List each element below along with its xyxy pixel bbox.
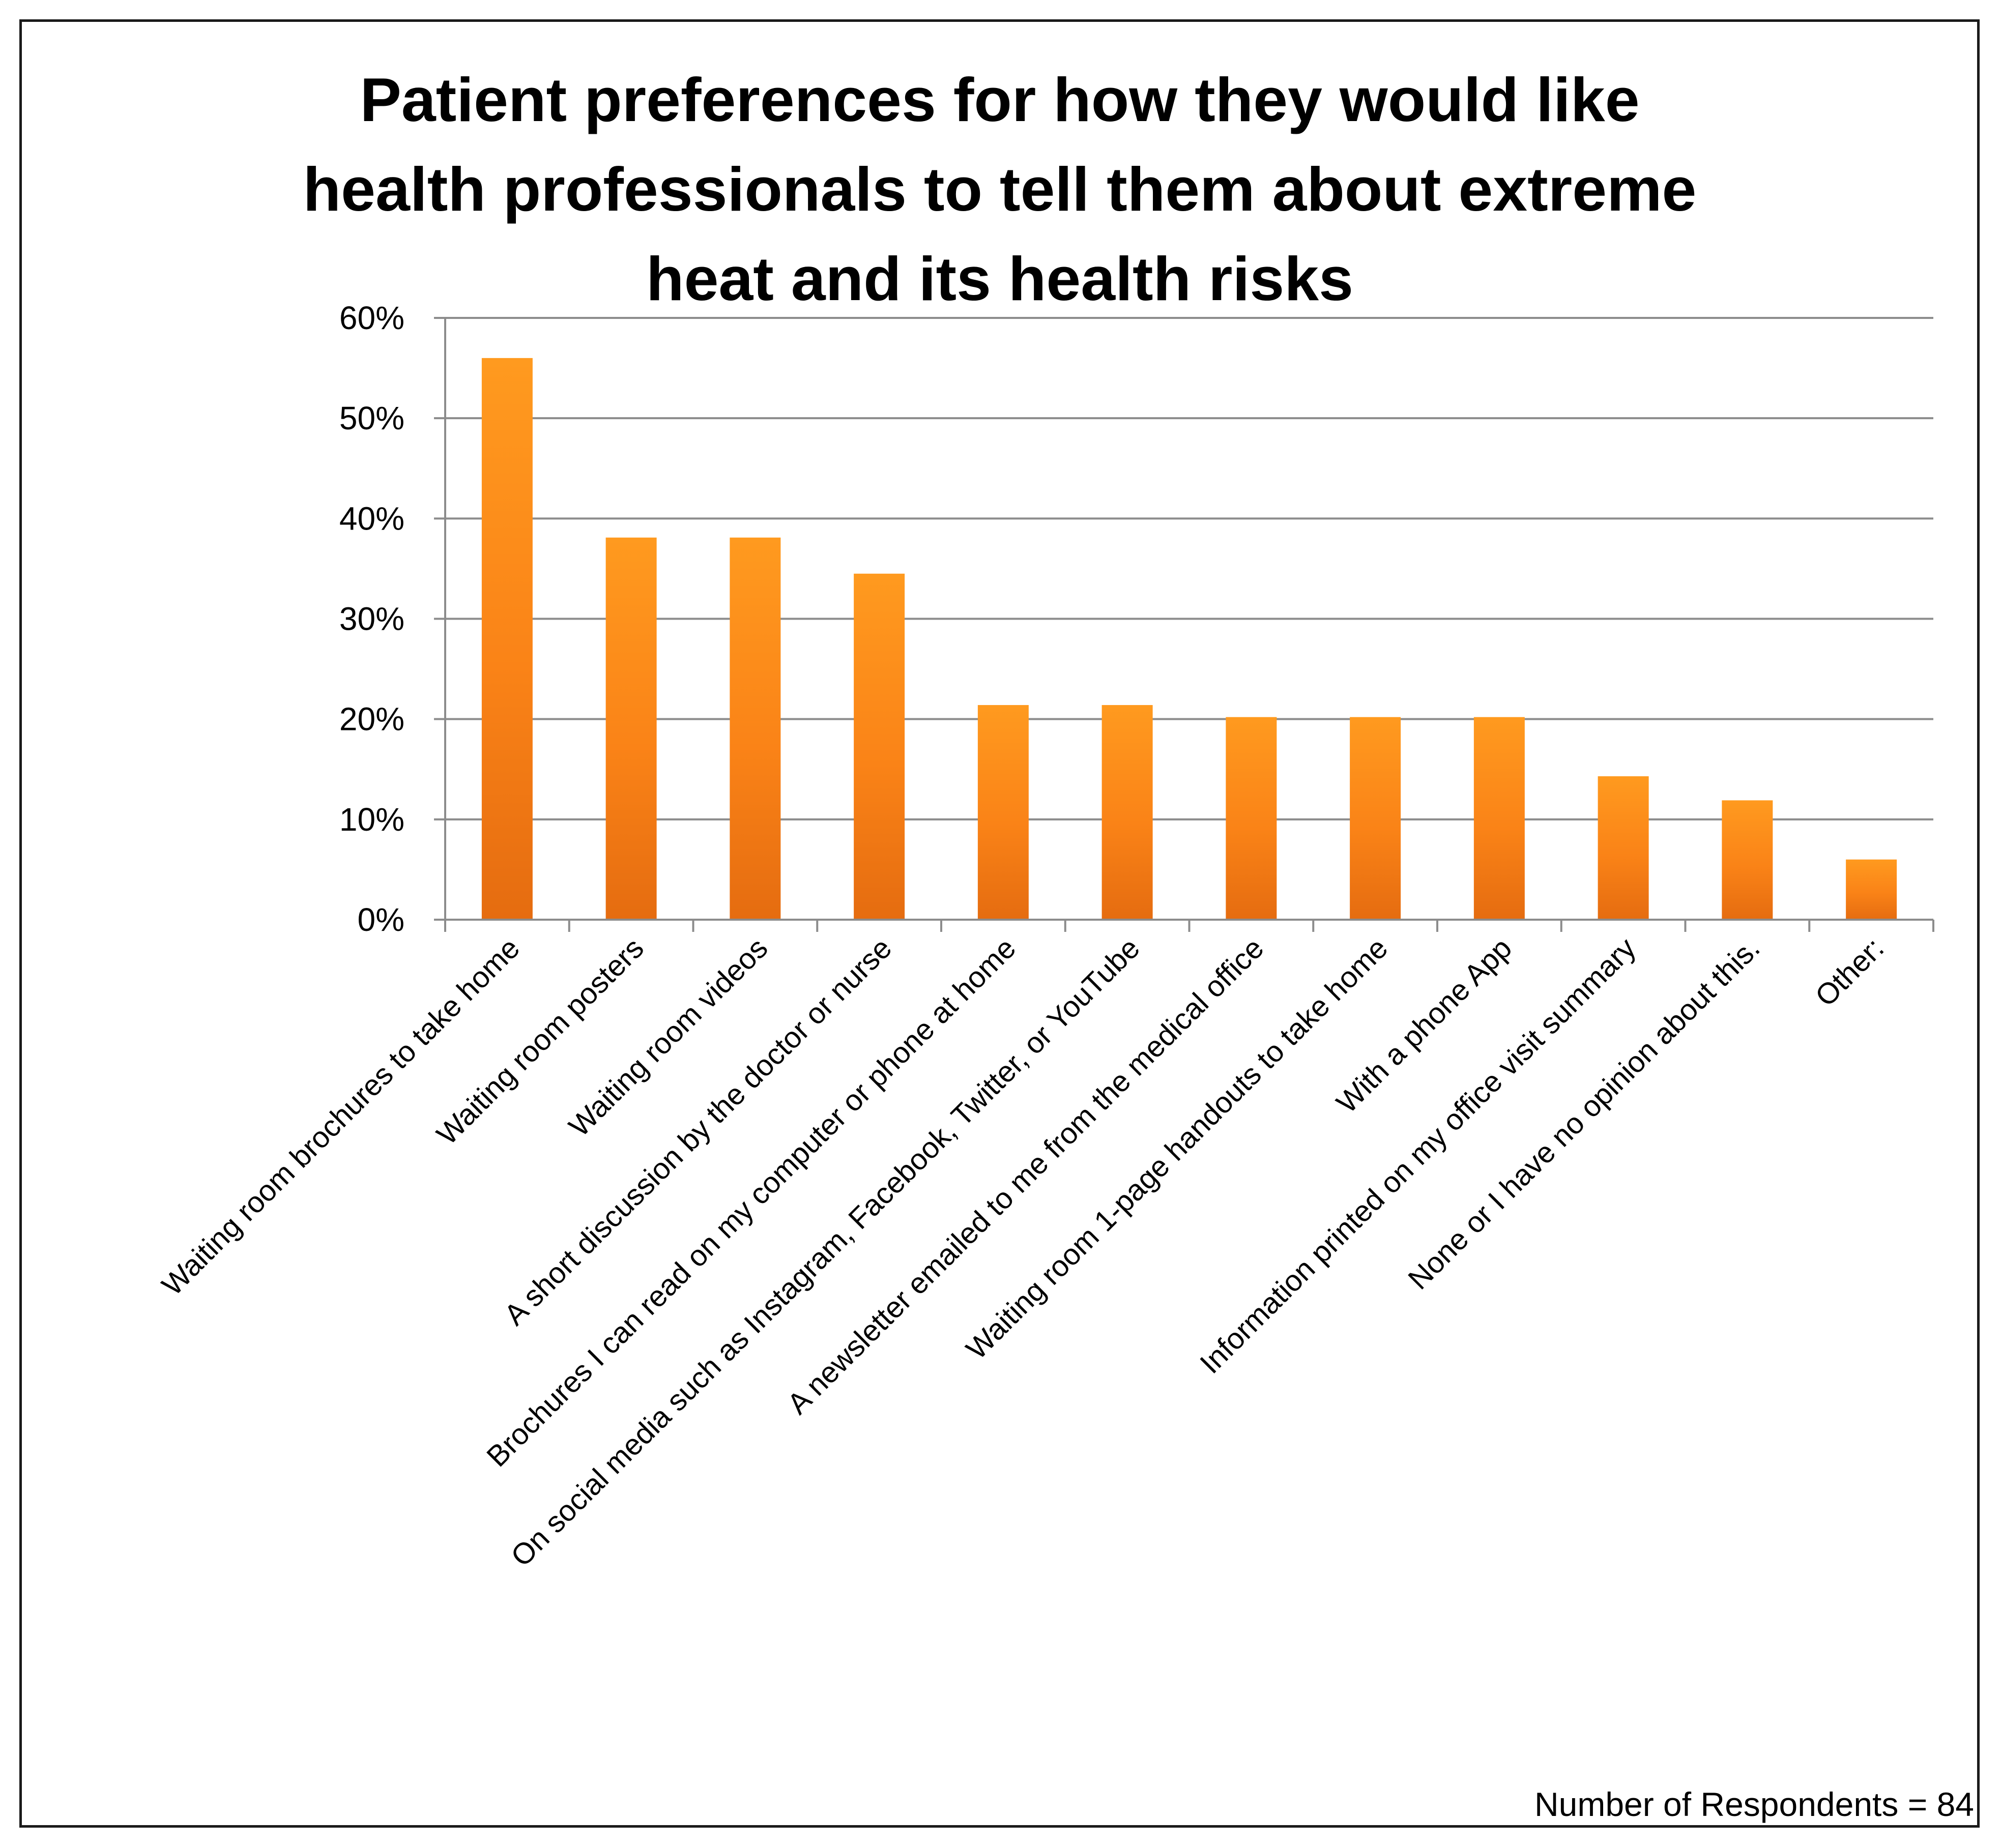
bars	[481, 358, 1897, 920]
x-category-label: Waiting room posters	[430, 931, 650, 1151]
bar-12	[1846, 859, 1897, 920]
chart-frame	[19, 19, 1980, 1828]
x-category-label: A newsletter emailed to me from the medi…	[781, 931, 1270, 1421]
y-tick-label: 20%	[339, 701, 404, 738]
bar-11	[1722, 800, 1773, 920]
bar-3	[730, 537, 781, 920]
bar-9	[1473, 717, 1525, 920]
bar-2	[605, 537, 657, 920]
respondents-annotation: Number of Respondents = 84	[1534, 1785, 1974, 1823]
y-tick-label: 0%	[358, 901, 405, 938]
x-category-label: Information printed on my office visit s…	[1194, 931, 1642, 1380]
chart-title-line-2: health professionals to tell them about …	[303, 155, 1697, 224]
y-tick-label: 60%	[339, 300, 404, 336]
bar-10	[1598, 776, 1649, 920]
gridlines	[434, 317, 1933, 820]
bar-8	[1350, 717, 1401, 920]
y-tick-label: 40%	[339, 500, 404, 537]
y-tick-label: 10%	[339, 801, 404, 838]
chart-title-line-1: Patient preferences for how they would l…	[360, 65, 1639, 134]
bar-4	[854, 573, 905, 920]
chart-title: Patient preferences for how they would l…	[303, 65, 1697, 313]
bar-5	[977, 705, 1029, 920]
axes	[434, 318, 1934, 932]
bar-7	[1226, 717, 1277, 920]
x-axis-category-labels: Waiting room brochures to take homeWaiti…	[156, 931, 1891, 1573]
bar-6	[1101, 705, 1153, 920]
y-tick-label: 30%	[339, 601, 404, 637]
chart-title-line-3: heat and its health risks	[646, 244, 1353, 313]
x-category-label: Other:	[1809, 931, 1890, 1013]
bar-1	[481, 358, 533, 920]
y-tick-label: 50%	[339, 400, 404, 436]
x-category-label: Waiting room videos	[563, 931, 774, 1143]
x-category-label: Waiting room 1-page handouts to take hom…	[960, 931, 1395, 1366]
y-axis-tick-labels: 0% 10% 20% 30% 40% 50% 60%	[339, 300, 404, 938]
